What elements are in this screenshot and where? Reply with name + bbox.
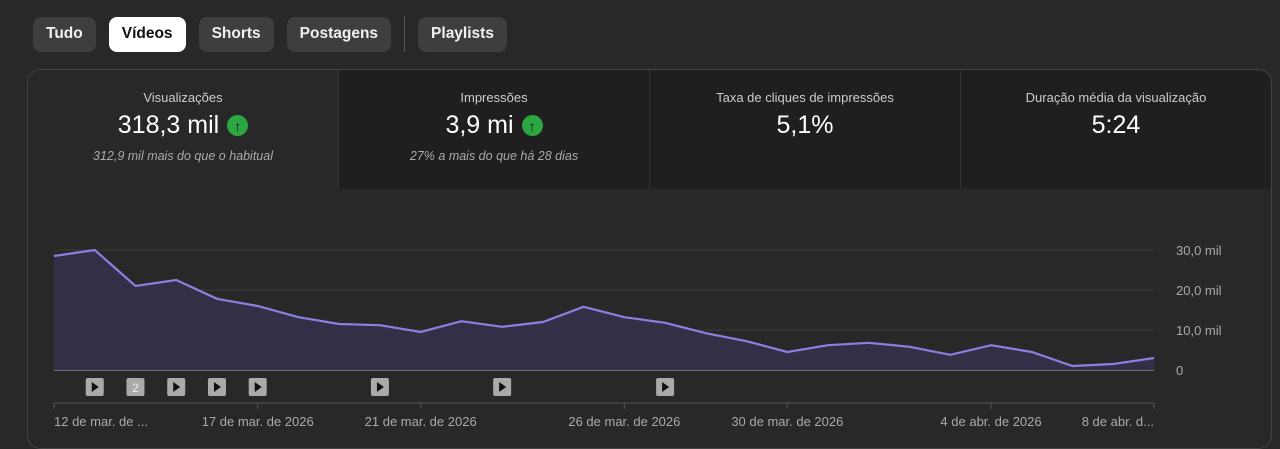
x-tick-label: 26 de mar. de 2026 (568, 414, 680, 429)
y-tick-label: 30,0 mil (1176, 243, 1222, 258)
x-tick-label: 12 de mar. de ... (54, 414, 148, 429)
area-fill (54, 250, 1154, 370)
views-chart: 0 10,0 mil 20,0 mil 30,0 mil 12 de mar. de .… (0, 0, 1280, 439)
x-tick-label: 8 de abr. d... (1082, 414, 1154, 429)
x-tick-label: 4 de abr. de 2026 (940, 414, 1041, 429)
x-tick-label: 30 de mar. de 2026 (731, 414, 843, 429)
y-tick-label: 10,0 mil (1176, 323, 1222, 338)
x-tick-label: 17 de mar. de 2026 (202, 414, 314, 429)
video-count-badge: 2 (132, 381, 139, 395)
x-tick-label: 21 de mar. de 2026 (365, 414, 477, 429)
y-tick-label: 0 (1176, 363, 1183, 378)
y-tick-label: 20,0 mil (1176, 283, 1222, 298)
